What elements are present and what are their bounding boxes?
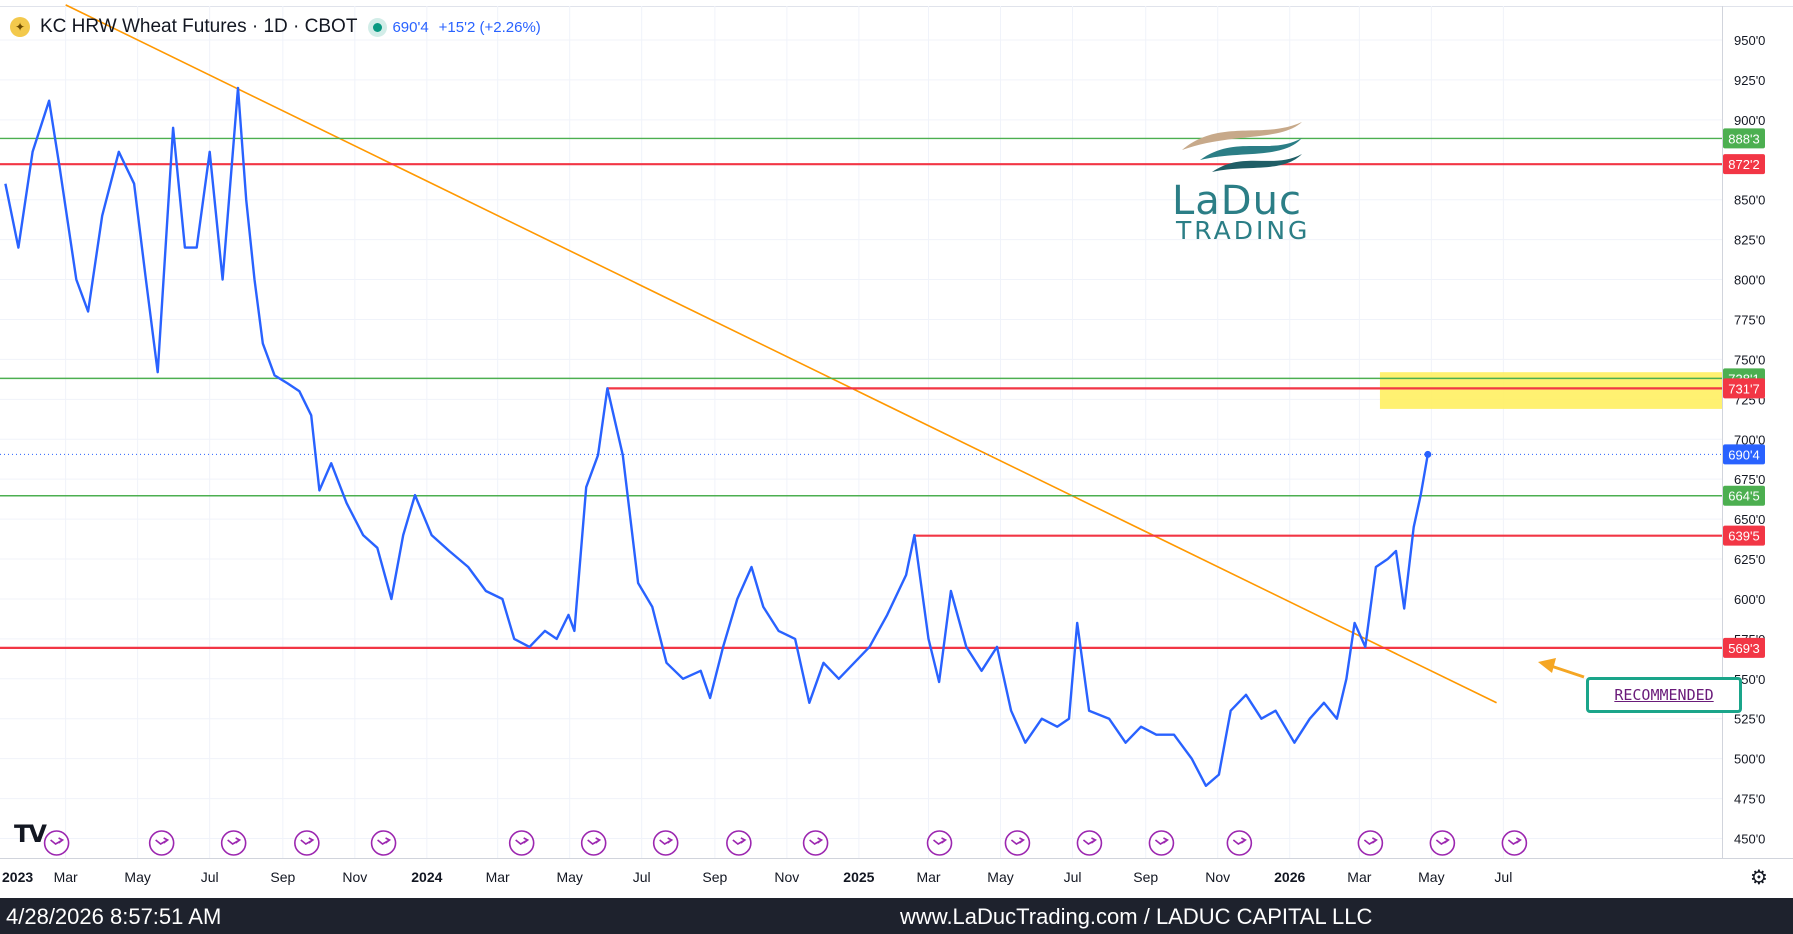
x-tick-label: Sep	[1133, 869, 1158, 885]
level-label-box	[1723, 154, 1765, 175]
event-marker-arrow	[587, 837, 602, 845]
level-label: 731'7	[1728, 381, 1759, 396]
event-marker-arrow	[377, 837, 392, 845]
x-tick-label: Mar	[916, 869, 940, 885]
price-series-line	[4, 86, 1429, 787]
last-price: 690'4	[392, 18, 429, 36]
event-marker-arrow	[515, 837, 530, 845]
level-label: 664'5	[1728, 489, 1759, 504]
x-tick-label: Nov	[342, 869, 367, 885]
x-tick-label: 2026	[1274, 869, 1305, 885]
y-tick-label: 925'0	[1734, 73, 1765, 88]
chart-header: ✦ KC HRW Wheat Futures · 1D · CBOT 690'4…	[10, 14, 541, 40]
price-change: +15'2 (+2.26%)	[438, 18, 541, 36]
logo-wave-icon	[1212, 154, 1302, 172]
tradingview-logo[interactable]: TV	[14, 820, 47, 848]
x-tick-label: May	[556, 869, 582, 885]
y-tick-label: 950'0	[1734, 33, 1765, 48]
y-tick-label: 525'0	[1734, 712, 1765, 727]
x-tick-label: Jul	[633, 869, 651, 885]
x-tick-label: Sep	[702, 869, 727, 885]
x-tick-label: 2024	[411, 869, 442, 885]
callout-arrow-line	[1547, 663, 1585, 679]
y-tick-label: 475'0	[1734, 792, 1765, 807]
market-status-dot	[373, 22, 383, 32]
x-tick-label: Jul	[1494, 869, 1512, 885]
y-tick-label: 675'0	[1734, 472, 1765, 487]
laduc-logo-subtitle: TRADING	[1176, 216, 1311, 245]
footer-timestamp: 4/28/2026 8:57:51 AM	[6, 904, 222, 929]
x-tick-label: 2023	[2, 869, 33, 885]
footer-bar: 4/28/2026 8:57:51 AM www.LaDucTrading.co…	[0, 898, 1793, 934]
trendline	[65, 4, 1497, 704]
x-tick-label: May	[1418, 869, 1444, 885]
x-tick-label: May	[124, 869, 150, 885]
x-tick-label: Mar	[1347, 869, 1371, 885]
x-tick-label: 2025	[843, 869, 874, 885]
y-tick-label: 700'0	[1734, 432, 1765, 447]
level-label-box	[1723, 128, 1765, 149]
x-tick-label: May	[987, 869, 1013, 885]
wheat-icon: ✦	[10, 17, 30, 37]
level-label: 639'5	[1728, 529, 1759, 544]
current-price-label: 690'4	[1728, 447, 1759, 462]
x-tick-label: Mar	[54, 869, 78, 885]
x-tick-label: Nov	[1205, 869, 1230, 885]
level-label-box	[1723, 378, 1765, 399]
level-label: 888'3	[1728, 131, 1759, 146]
last-price-dot	[1424, 450, 1432, 458]
event-marker-arrow	[732, 837, 747, 845]
y-tick-label: 600'0	[1734, 592, 1765, 607]
level-label-box	[1723, 637, 1765, 658]
level-label-box	[1723, 525, 1765, 546]
y-tick-label: 750'0	[1734, 352, 1765, 367]
event-marker-arrow	[1082, 837, 1097, 845]
laduc-logo-text: LaDuc	[1172, 178, 1302, 224]
y-tick-label: 900'0	[1734, 113, 1765, 128]
current-price-label-box	[1723, 444, 1765, 465]
event-marker-arrow	[227, 837, 242, 845]
y-tick-label: 650'0	[1734, 512, 1765, 527]
y-tick-label: 825'0	[1734, 233, 1765, 248]
logo-wave-icon	[1200, 138, 1302, 160]
y-tick-label: 775'0	[1734, 312, 1765, 327]
level-label: 569'3	[1728, 641, 1759, 656]
recommended-callout[interactable]: RECOMMENDED	[1586, 677, 1742, 713]
event-marker-arrow	[1232, 837, 1247, 845]
event-marker-arrow	[809, 837, 824, 845]
event-marker-arrow	[1010, 837, 1025, 845]
event-marker-arrow	[1154, 837, 1169, 845]
event-marker-arrow	[1363, 837, 1378, 845]
y-tick-label: 450'0	[1734, 832, 1765, 847]
x-tick-label: Jul	[1064, 869, 1082, 885]
y-tick-label: 500'0	[1734, 752, 1765, 767]
x-tick-label: Sep	[270, 869, 295, 885]
footer-credit: www.LaDucTrading.com / LADUC CAPITAL LLC	[900, 904, 1373, 929]
y-tick-label: 625'0	[1734, 552, 1765, 567]
event-marker-arrow	[1435, 837, 1450, 845]
settings-gear-icon[interactable]: ⚙	[1750, 865, 1768, 889]
x-tick-label: Jul	[201, 869, 219, 885]
level-label: 872'2	[1728, 157, 1759, 172]
event-marker-arrow	[659, 837, 674, 845]
event-marker-arrow	[155, 837, 170, 845]
x-tick-label: Nov	[774, 869, 799, 885]
event-marker-arrow	[50, 837, 65, 845]
event-marker-arrow	[933, 837, 948, 845]
event-marker-arrow	[300, 837, 315, 845]
level-label-box	[1723, 485, 1765, 506]
y-tick-label: 800'0	[1734, 273, 1765, 288]
logo-wave-icon	[1182, 122, 1302, 150]
event-marker-arrow	[1507, 837, 1522, 845]
symbol-title[interactable]: KC HRW Wheat Futures · 1D · CBOT	[40, 16, 358, 37]
callout-arrow-head	[1538, 658, 1556, 673]
x-tick-label: Mar	[486, 869, 510, 885]
y-tick-label: 850'0	[1734, 193, 1765, 208]
